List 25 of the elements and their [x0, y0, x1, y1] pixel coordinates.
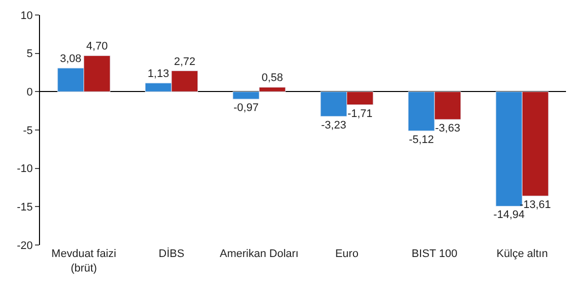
y-tick-label: -15 — [16, 202, 33, 214]
data-label: -1,71 — [347, 108, 373, 120]
x-tick-label: BIST 100 — [412, 248, 458, 260]
y-tick-label: 10 — [20, 10, 33, 22]
y-tick-label: -5 — [23, 124, 33, 137]
data-label: 4,70 — [86, 40, 108, 53]
y-tick-label: 0 — [26, 86, 33, 99]
data-label: -13,61 — [520, 199, 551, 212]
data-label: 3,08 — [60, 53, 82, 66]
data-label: -3,63 — [435, 122, 460, 134]
data-label: 1,13 — [148, 68, 170, 80]
data-label: -5,12 — [408, 134, 434, 146]
data-label: 0,58 — [262, 72, 284, 84]
y-tick-label: 5 — [26, 48, 33, 60]
y-tick-label: -20 — [16, 240, 33, 252]
data-label: -14,94 — [493, 209, 525, 222]
x-tick-label: DİBS — [158, 247, 184, 260]
data-label: 2,72 — [174, 56, 196, 68]
y-tick-label: -10 — [16, 163, 33, 176]
x-tick-label: Mevduat faizi (brüt) — [51, 248, 116, 274]
data-label: -3,23 — [321, 119, 346, 132]
data-label: -0,97 — [233, 102, 259, 114]
x-tick-label: Külçe altın — [496, 248, 548, 260]
x-tick-label: Amerikan Doları — [220, 248, 299, 260]
x-tick-label: Euro — [335, 248, 358, 260]
